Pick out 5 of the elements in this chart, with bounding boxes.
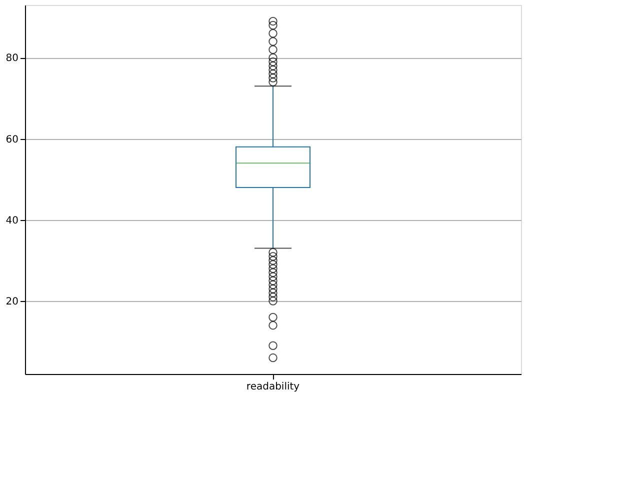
y-tick-label: 20 <box>6 296 18 308</box>
y-tick-label: 80 <box>6 53 18 64</box>
y-tick-label: 40 <box>6 215 18 226</box>
y-tick-label: 60 <box>6 134 18 146</box>
x-tick-label: readability <box>246 382 300 392</box>
